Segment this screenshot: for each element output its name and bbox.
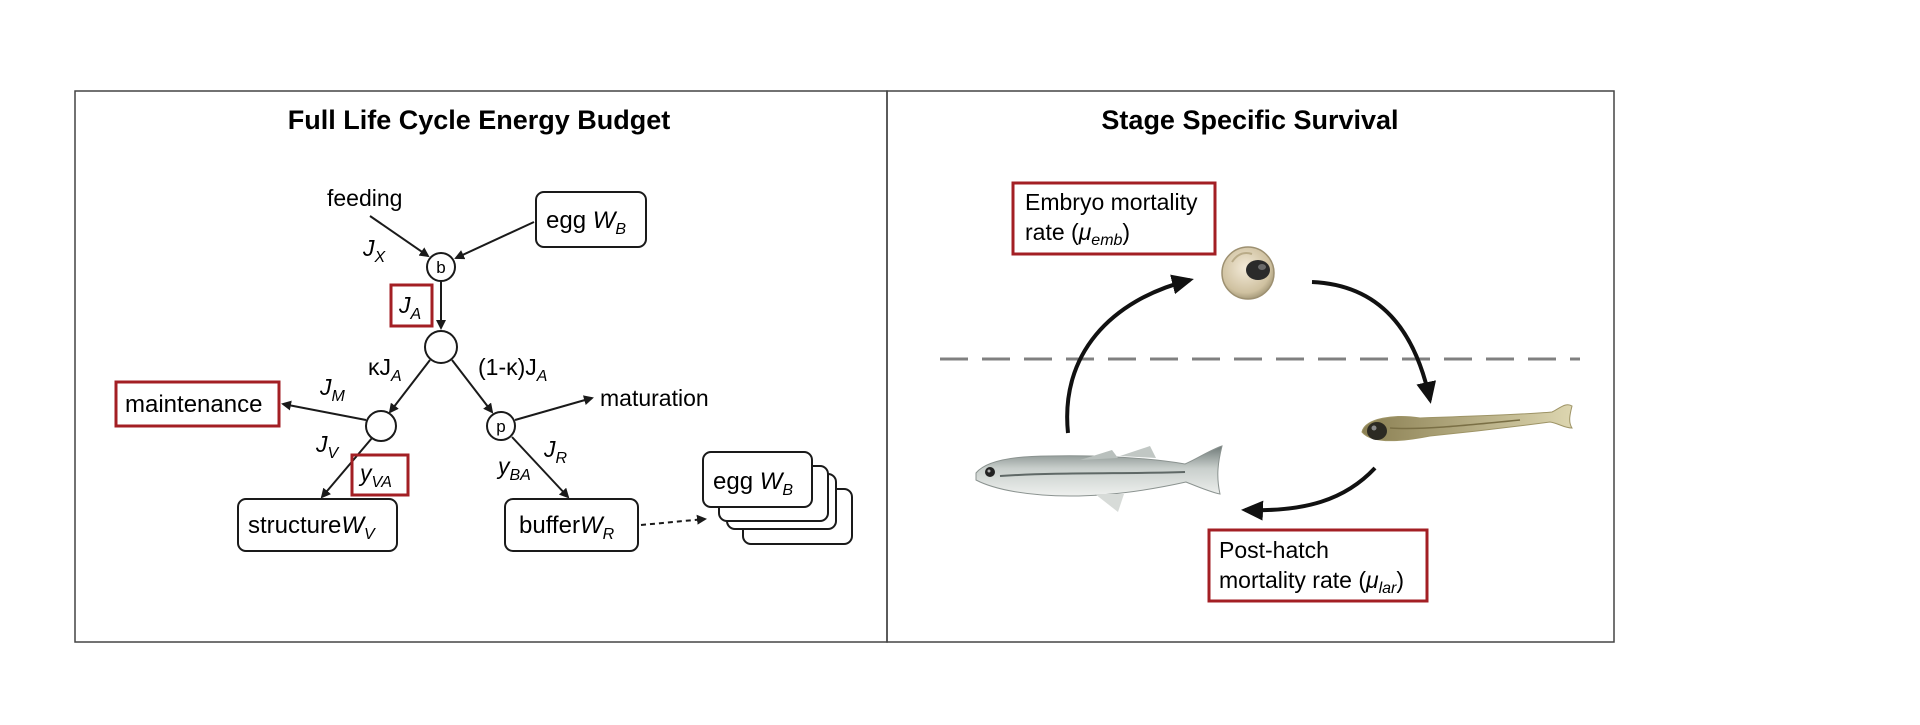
node-p bbox=[486, 411, 516, 441]
structure-label: structureWV bbox=[248, 512, 376, 543]
posthatch-mortality-line1: Post-hatch bbox=[1219, 537, 1329, 563]
adult-fish-image bbox=[975, 445, 1223, 512]
maintenance-label: maintenance bbox=[125, 391, 262, 418]
node-b-label: b bbox=[436, 258, 445, 277]
maturation-arrow bbox=[514, 395, 594, 421]
jx-label: JX bbox=[362, 235, 387, 266]
maintenance-highlight bbox=[114, 380, 281, 428]
yva-label: yVA bbox=[358, 460, 392, 491]
buffer-box bbox=[504, 498, 639, 552]
one-minus-kappa-label: (1-κ)JA bbox=[478, 354, 547, 385]
buffer-to-eggs-arrow bbox=[640, 514, 707, 526]
structure-box bbox=[237, 498, 398, 552]
embryo-mortality-box bbox=[1011, 181, 1217, 256]
egg-stack-label: egg WB bbox=[713, 468, 793, 499]
egg-stack-front bbox=[702, 451, 813, 508]
feeding-label: feeding bbox=[327, 185, 402, 211]
jm-label: JM bbox=[319, 374, 346, 405]
yba-label: yBA bbox=[496, 453, 531, 484]
larva-image bbox=[1361, 404, 1573, 442]
jv-arrow bbox=[320, 437, 373, 499]
buffer-label: bufferWR bbox=[519, 512, 615, 543]
maintenance-arrow bbox=[281, 400, 367, 421]
jr-label: JR bbox=[543, 436, 568, 467]
larva-to-adult-arrow bbox=[1241, 466, 1377, 521]
kappa-ja-label: κJA bbox=[368, 354, 402, 385]
embryo-mortality-line2: rate (μemb) bbox=[1025, 219, 1130, 249]
one-minus-kappa-arrow bbox=[451, 359, 494, 414]
soma-node bbox=[365, 410, 397, 442]
embryo-egg-image bbox=[1221, 246, 1275, 300]
jr-arrow bbox=[511, 436, 570, 499]
node-p-label: p bbox=[496, 417, 505, 436]
ja-highlight bbox=[389, 283, 434, 328]
embryo-to-larva-arrow bbox=[1311, 280, 1436, 404]
ja-label: JA bbox=[398, 292, 421, 323]
yva-highlight bbox=[350, 453, 410, 497]
kappa-branch-arrow bbox=[388, 359, 431, 414]
embryo-mortality-line1: Embryo mortality bbox=[1025, 189, 1198, 215]
left-panel-title: Full Life Cycle Energy Budget bbox=[288, 105, 671, 135]
egg-to-b-arrow bbox=[454, 221, 535, 260]
maturation-label: maturation bbox=[600, 385, 709, 411]
jv-label: JV bbox=[315, 431, 340, 462]
egg-wb-label: egg WB bbox=[546, 207, 626, 238]
adult-to-embryo-arrow bbox=[1065, 274, 1194, 434]
right-panel-frame bbox=[886, 90, 1615, 643]
right-panel-title: Stage Specific Survival bbox=[1101, 105, 1398, 135]
kappa-node bbox=[424, 330, 458, 364]
egg-wb-box bbox=[535, 191, 647, 248]
posthatch-mortality-box bbox=[1207, 528, 1429, 603]
feeding-arrow bbox=[369, 215, 430, 258]
posthatch-mortality-line2: mortality rate (μlar) bbox=[1219, 567, 1404, 597]
